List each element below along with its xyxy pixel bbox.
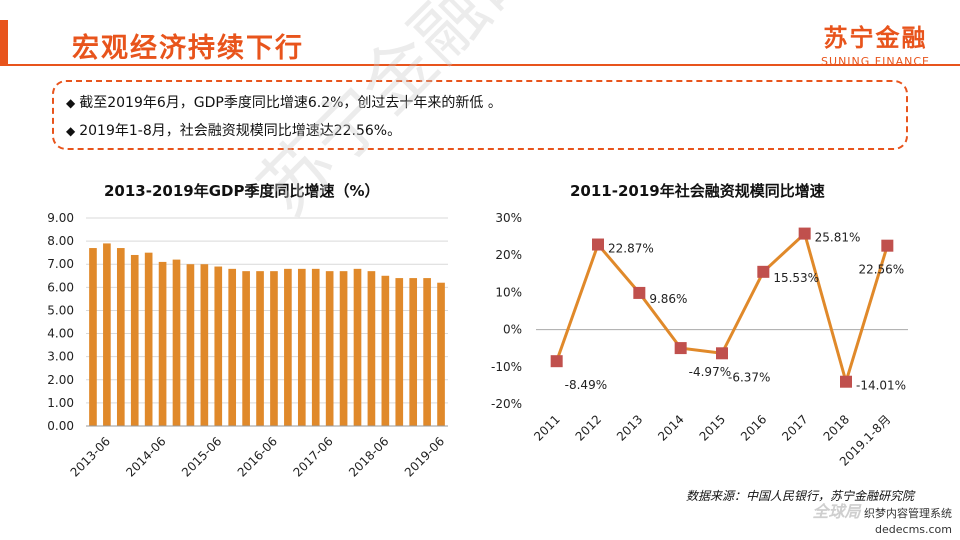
sf-point-marker	[881, 239, 894, 252]
title-divider	[0, 64, 960, 66]
sf-point-marker	[633, 286, 646, 299]
gdp-y-tick-label: 4.00	[47, 327, 74, 341]
gdp-bar	[158, 261, 167, 426]
sf-x-tick-label: 2015	[697, 412, 728, 443]
sf-x-tick-label: 2017	[779, 412, 810, 443]
gdp-x-tick-label: 2014-06	[123, 434, 168, 479]
gdp-bar	[186, 264, 195, 426]
gdp-bar	[228, 268, 237, 426]
summary-line-2: ◆ 2019年1-8月，社会融资规模同比增速达22.56%。	[66, 120, 401, 140]
gdp-y-tick-label: 1.00	[47, 396, 74, 410]
gdp-chart-title: 2013-2019年GDP季度同比增速（%）	[104, 182, 380, 200]
sf-data-label: -4.97%	[689, 365, 731, 379]
gdp-x-tick-label: 2018-06	[346, 434, 391, 479]
gdp-x-tick-label: 2016-06	[235, 434, 280, 479]
gdp-y-tick-label: 9.00	[47, 211, 74, 225]
gdp-bar	[270, 271, 278, 426]
gdp-bar	[367, 271, 376, 426]
title-bar: 宏观经济持续下行 苏宁金融 SUNING FINANCE	[0, 12, 960, 72]
summary-line-1: ◆ 截至2019年6月，GDP季度同比增速6.2%，创过去十年来的新低 。	[66, 92, 502, 112]
gdp-bar	[325, 271, 334, 426]
gdp-y-tick-label: 3.00	[47, 350, 74, 364]
footer-line-1: 织梦内容管理系统	[864, 507, 952, 520]
sf-y-tick-label: 0%	[503, 323, 522, 337]
sf-point-marker	[674, 342, 687, 355]
sf-y-tick-label: 10%	[495, 285, 522, 299]
gdp-bar	[284, 268, 292, 426]
gdp-bar	[242, 271, 250, 426]
sf-x-tick-label: 2018	[821, 412, 852, 443]
page-title: 宏观经济持续下行	[72, 33, 304, 64]
site-watermark: 全球局 织梦内容管理系统 dedecms.com	[812, 504, 952, 538]
gdp-bar	[144, 252, 153, 426]
sf-y-tick-label: 20%	[495, 248, 522, 262]
sf-x-tick-label: 2011	[531, 412, 562, 443]
gdp-bar	[214, 266, 223, 426]
sf-point-marker	[757, 265, 770, 278]
gdp-x-tick-label: 2019-06	[402, 434, 447, 479]
gdp-bar	[103, 243, 111, 426]
gdp-bar	[437, 282, 445, 426]
gdp-bar	[130, 254, 139, 426]
gdp-bar	[353, 268, 362, 426]
footer-line-2: dedecms.com	[875, 523, 952, 536]
sf-series-line	[555, 230, 889, 388]
gdp-bar	[256, 271, 264, 426]
gdp-bar	[395, 278, 404, 426]
title-accent-bar	[0, 20, 8, 64]
logo-text-cn: 苏宁金融	[823, 24, 928, 52]
gdp-bar	[339, 271, 348, 426]
summary-text-1: 截至2019年6月，GDP季度同比增速6.2%，创过去十年来的新低 。	[79, 95, 502, 111]
sf-y-tick-label: -20%	[491, 397, 522, 411]
sf-y-tick-label: -10%	[491, 360, 522, 374]
sf-data-label: 15.53%	[773, 271, 819, 285]
diamond-bullet-icon: ◆	[66, 96, 76, 110]
sf-x-tick-label: 2014	[655, 412, 686, 443]
gdp-bar	[381, 275, 390, 426]
sf-data-label: -14.01%	[856, 379, 906, 393]
gdp-bar	[297, 268, 306, 426]
gdp-x-tick-label: 2017-06	[290, 434, 335, 479]
footer-brand: 全球局	[812, 502, 861, 521]
gdp-bar	[423, 278, 431, 426]
gdp-bar	[409, 278, 418, 426]
gdp-bar	[200, 264, 209, 426]
gdp-y-tick-label: 7.00	[47, 257, 74, 271]
sf-point-marker	[716, 347, 728, 360]
gdp-y-tick-label: 5.00	[47, 303, 74, 317]
sf-data-label: -8.49%	[565, 378, 607, 392]
gdp-bar	[311, 268, 320, 426]
sf-data-label: 22.56%	[858, 263, 904, 277]
sf-point-marker	[798, 227, 811, 240]
sf-data-label: 22.87%	[608, 242, 654, 256]
gdp-bar	[172, 259, 181, 426]
sf-x-tick-label: 2016	[738, 412, 769, 443]
gdp-y-tick-label: 6.00	[47, 280, 74, 294]
sf-point-marker	[592, 238, 604, 251]
gdp-bar	[116, 248, 125, 426]
diamond-bullet-icon: ◆	[66, 124, 76, 138]
sf-chart-title: 2011-2019年社会融资规模同比增速	[570, 182, 825, 200]
sf-x-tick-label: 2012	[573, 412, 604, 443]
sf-point-marker	[550, 355, 563, 368]
sf-data-label: 9.86%	[649, 292, 687, 306]
sf-y-tick-label: 30%	[495, 211, 522, 225]
sf-point-marker	[840, 375, 852, 388]
data-source-note: 数据来源：中国人民银行，苏宁金融研究院	[685, 489, 914, 503]
gdp-x-tick-label: 2015-06	[179, 434, 224, 479]
sf-data-label: 25.81%	[815, 231, 861, 245]
gdp-y-tick-label: 0.00	[47, 419, 74, 433]
summary-text-2: 2019年1-8月，社会融资规模同比增速达22.56%。	[79, 123, 402, 139]
gdp-x-tick-label: 2013-06	[68, 434, 113, 479]
sf-data-label: -6.37%	[728, 370, 770, 384]
gdp-y-tick-label: 8.00	[47, 234, 74, 248]
gdp-y-tick-label: 2.00	[47, 373, 74, 387]
gdp-bar	[89, 248, 97, 426]
summary-box: ◆ 截至2019年6月，GDP季度同比增速6.2%，创过去十年来的新低 。 ◆ 20…	[52, 80, 908, 150]
sf-x-tick-label: 2013	[614, 412, 645, 443]
